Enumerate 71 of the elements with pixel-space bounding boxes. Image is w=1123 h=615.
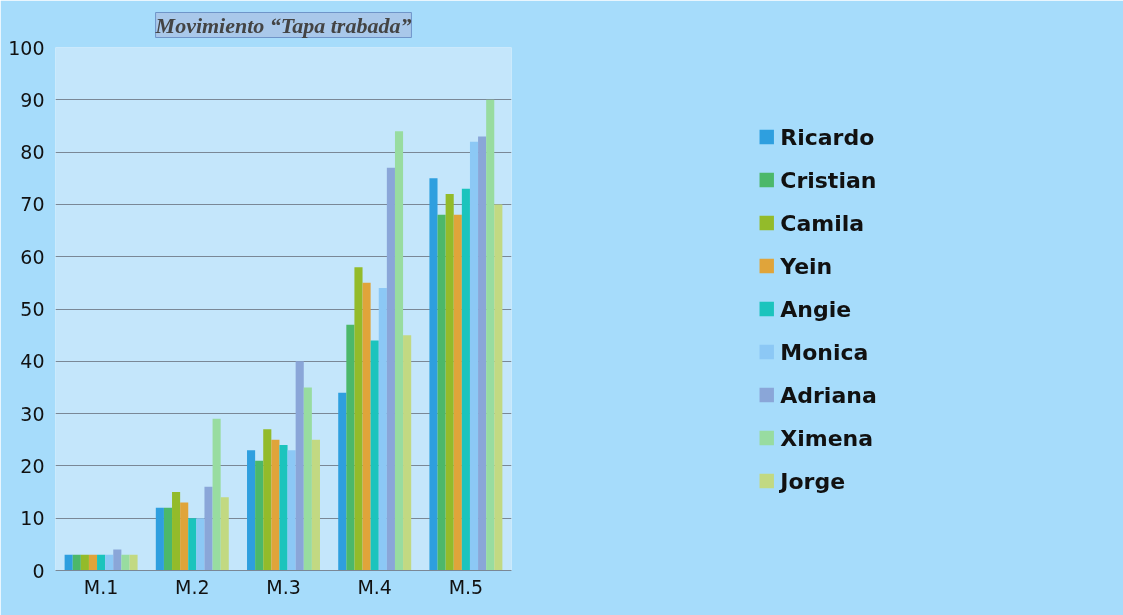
y-tick-label: 10 <box>20 507 45 530</box>
x-tick-label: M.3 <box>266 575 301 598</box>
bar <box>255 460 264 571</box>
chart-title: Movimiento “Tapa trabada” <box>154 12 412 38</box>
legend-label: Camila <box>780 210 865 235</box>
y-tick-label: 100 <box>8 36 45 59</box>
bar <box>354 267 363 571</box>
bar <box>461 188 470 571</box>
bar <box>394 131 404 571</box>
x-tick-label: M.2 <box>175 575 210 598</box>
y-tick-label: 90 <box>20 88 45 111</box>
bar <box>346 324 355 571</box>
legend-label: Monica <box>780 339 869 364</box>
bar <box>220 497 229 571</box>
bar <box>295 361 304 571</box>
bar <box>212 418 221 571</box>
bar <box>453 214 462 571</box>
bar <box>64 554 73 571</box>
legend-label: Yein <box>780 253 833 278</box>
bar <box>188 518 197 571</box>
bar <box>338 392 347 571</box>
bar <box>172 492 181 571</box>
legend-label: Jorge <box>780 468 846 493</box>
bar <box>386 167 395 571</box>
y-tick-label: 80 <box>20 141 45 164</box>
bar <box>80 554 89 571</box>
y-tick-label: 70 <box>20 193 45 216</box>
bar <box>121 554 130 571</box>
bar <box>97 554 106 571</box>
bar <box>163 507 173 571</box>
bar <box>469 141 479 571</box>
legend-label: Cristian <box>780 167 877 192</box>
bar <box>437 214 446 571</box>
bar <box>88 554 98 571</box>
bar <box>271 439 280 571</box>
bar <box>287 450 296 571</box>
bar <box>279 444 288 571</box>
y-tick-label: 50 <box>20 298 45 320</box>
y-tick-label: 30 <box>20 402 45 425</box>
y-tick-label: 60 <box>20 245 45 268</box>
bar <box>362 282 371 571</box>
bar <box>72 554 81 571</box>
bar <box>494 204 503 571</box>
bar <box>129 554 138 571</box>
x-tick-label: M.1 <box>83 575 119 598</box>
bar <box>155 507 164 571</box>
bar <box>105 554 114 571</box>
x-tick-label: M.4 <box>357 575 392 598</box>
bar <box>247 450 256 571</box>
bar <box>486 99 495 571</box>
bar <box>113 549 122 571</box>
bar <box>311 439 320 571</box>
legend-label: Adriana <box>780 382 877 407</box>
bar <box>403 335 412 571</box>
legend-label: Angie <box>780 296 852 321</box>
bar <box>204 486 213 571</box>
legend-label: Ricardo <box>780 124 875 149</box>
bar <box>378 288 387 571</box>
y-tick-label: 20 <box>20 454 45 477</box>
bar <box>180 502 189 571</box>
y-tick-label: 0 <box>32 559 45 582</box>
legend-label: Ximena <box>780 425 874 450</box>
y-tick-label: 40 <box>20 350 45 373</box>
bar <box>445 193 454 571</box>
bar <box>478 136 487 571</box>
bar <box>303 387 312 571</box>
bar <box>370 340 379 571</box>
x-tick-label: M.5 <box>448 575 484 598</box>
bar <box>196 518 205 571</box>
bar <box>429 178 438 571</box>
bar <box>263 429 272 571</box>
